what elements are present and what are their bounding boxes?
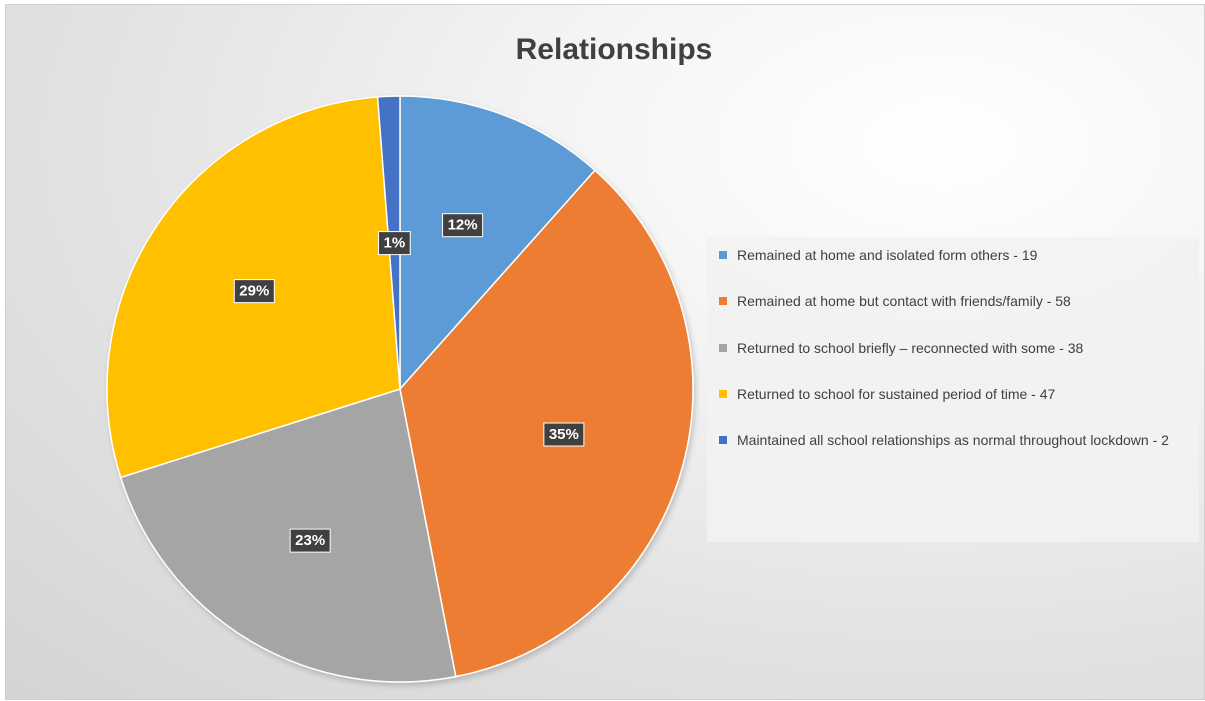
data-label-box <box>378 231 411 256</box>
legend-swatch <box>719 344 727 352</box>
legend-label: Returned to school for sustained period … <box>737 386 1056 402</box>
data-label: 35% <box>543 422 585 447</box>
data-label-text: 12% <box>448 217 478 234</box>
data-label-text: 1% <box>384 235 406 252</box>
data-label: 29% <box>233 279 275 304</box>
legend-label: Remained at home and isolated form other… <box>737 247 1038 263</box>
legend: Remained at home and isolated form other… <box>707 237 1199 542</box>
legend-swatch <box>719 297 727 305</box>
data-label-box <box>442 213 484 238</box>
pie-slice <box>119 388 457 683</box>
pie-slice <box>399 95 596 391</box>
legend-item: Returned to school for sustained period … <box>719 384 1199 404</box>
legend-item: Returned to school briefly – reconnected… <box>719 338 1199 358</box>
data-label-box <box>543 422 585 447</box>
legend-item: Remained at home and isolated form other… <box>719 245 1199 265</box>
pie-slices <box>106 95 694 683</box>
data-label: 12% <box>442 213 484 238</box>
data-label: 23% <box>289 528 331 553</box>
legend-swatch <box>719 436 727 444</box>
legend-swatch <box>719 251 727 259</box>
data-label-text: 23% <box>295 532 325 549</box>
data-label-text: 29% <box>239 283 269 300</box>
legend-label: Maintained all school relationships as n… <box>737 432 1169 448</box>
legend-label: Returned to school briefly – reconnected… <box>737 340 1084 356</box>
legend-swatch <box>719 390 727 398</box>
data-label: 1% <box>378 231 411 256</box>
legend-label: Remained at home but contact with friend… <box>737 293 1071 309</box>
data-label-text: 35% <box>549 426 579 443</box>
legend-item: Maintained all school relationships as n… <box>719 430 1192 450</box>
data-label-box <box>289 528 331 553</box>
data-label-box <box>233 279 275 304</box>
legend-item: Remained at home but contact with friend… <box>719 291 1199 311</box>
chart-title: Relationships <box>515 33 713 66</box>
